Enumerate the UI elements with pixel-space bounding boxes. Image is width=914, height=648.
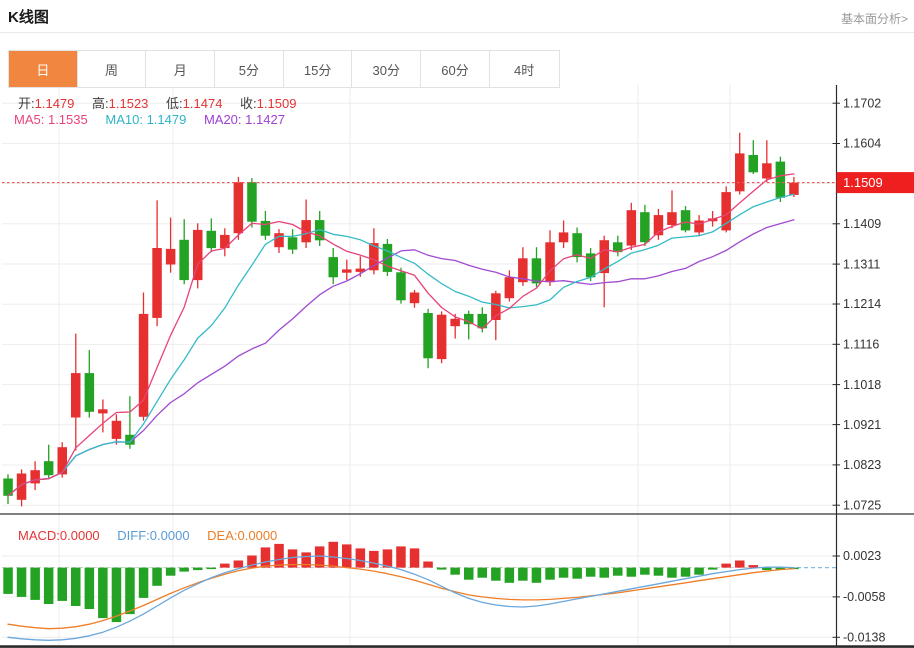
- ma10-label: MA10:: [105, 112, 143, 127]
- grid-lines: [2, 85, 836, 645]
- ma20-value: 1.1427: [245, 112, 285, 127]
- macd-label: MACD:: [18, 528, 60, 543]
- tab-月[interactable]: 月: [146, 51, 216, 87]
- svg-text:1.1604: 1.1604: [843, 137, 881, 151]
- svg-text:1.0823: 1.0823: [843, 458, 881, 472]
- open-value: 1.1479: [34, 96, 75, 111]
- tab-4时[interactable]: 4时: [489, 51, 559, 87]
- svg-text:-0.0058: -0.0058: [843, 590, 885, 604]
- dea-label: DEA:: [207, 528, 238, 543]
- dea-value: 0.0000: [237, 528, 278, 543]
- tab-5分[interactable]: 5分: [215, 51, 284, 87]
- svg-text:1.1311: 1.1311: [843, 257, 880, 271]
- svg-text:-0.0138: -0.0138: [843, 631, 885, 645]
- dea-line: [7, 563, 795, 630]
- tab-60分[interactable]: 60分: [421, 51, 490, 87]
- ma20-line: [7, 219, 795, 497]
- macd-value: 0.0000: [59, 528, 100, 543]
- high-label: 高:: [92, 96, 109, 111]
- svg-text:1.1509: 1.1509: [843, 175, 883, 190]
- interval-tabs: 日周月 5分 15分 30分 60分 4时: [8, 50, 560, 88]
- close-value: 1.1509: [256, 96, 297, 111]
- open-label: 开:: [18, 96, 35, 111]
- close-label: 收:: [240, 96, 257, 111]
- low-label: 低:: [166, 96, 183, 111]
- current-price-badge: 1.1509: [836, 172, 914, 194]
- page-header: K线图 基本面分析>: [8, 6, 908, 32]
- svg-text:0.0023: 0.0023: [843, 549, 881, 563]
- tab-日[interactable]: 日: [9, 51, 78, 87]
- diff-value: 0.0000: [149, 528, 190, 543]
- tab-30分[interactable]: 30分: [352, 51, 422, 87]
- high-value: 1.1523: [108, 96, 149, 111]
- diff-line: [7, 555, 795, 641]
- low-value: 1.1474: [182, 96, 223, 111]
- macd-histogram: [3, 541, 799, 623]
- svg-text:1.1702: 1.1702: [843, 96, 881, 110]
- ma5-value: 1.1535: [47, 112, 88, 127]
- ma5-line: [7, 173, 795, 497]
- diff-label: DIFF:: [117, 528, 150, 543]
- svg-text:1.1214: 1.1214: [843, 297, 881, 311]
- tab-15分[interactable]: 15分: [283, 51, 353, 87]
- tab-周[interactable]: 周: [77, 51, 147, 87]
- ma5-label: MA5:: [14, 112, 45, 127]
- ma-legend: MA5: 1.1535 MA10: 1.1479 MA20: 1.1427: [14, 112, 299, 127]
- macd-pane: [2, 541, 836, 641]
- svg-text:1.1018: 1.1018: [843, 378, 881, 392]
- svg-text:1.0921: 1.0921: [843, 418, 881, 432]
- svg-text:1.1116: 1.1116: [843, 338, 879, 352]
- svg-text:1.1409: 1.1409: [843, 217, 881, 231]
- ma10-line: [7, 193, 795, 497]
- ohlc-legend: 开:1.1479 高:1.1523 低:1.1474 收:1.1509: [18, 93, 310, 112]
- ma20-label: MA20:: [203, 112, 242, 127]
- fundamental-analysis-link[interactable]: 基本面分析>: [840, 12, 908, 26]
- y-axis: 1.1702 1.1604 1.1409 1.1311 1.1214 1.1116 1.10…: [832, 85, 885, 646]
- macd-legend: MACD:0.0000 DIFF:0.0000 DEA:0.0000: [18, 528, 291, 543]
- svg-text:1.0725: 1.0725: [843, 498, 881, 512]
- candles-layer: [3, 132, 799, 507]
- title-divider: [0, 32, 914, 33]
- page-title: K线图: [8, 9, 49, 26]
- ma10-value: 1.1479: [146, 112, 187, 127]
